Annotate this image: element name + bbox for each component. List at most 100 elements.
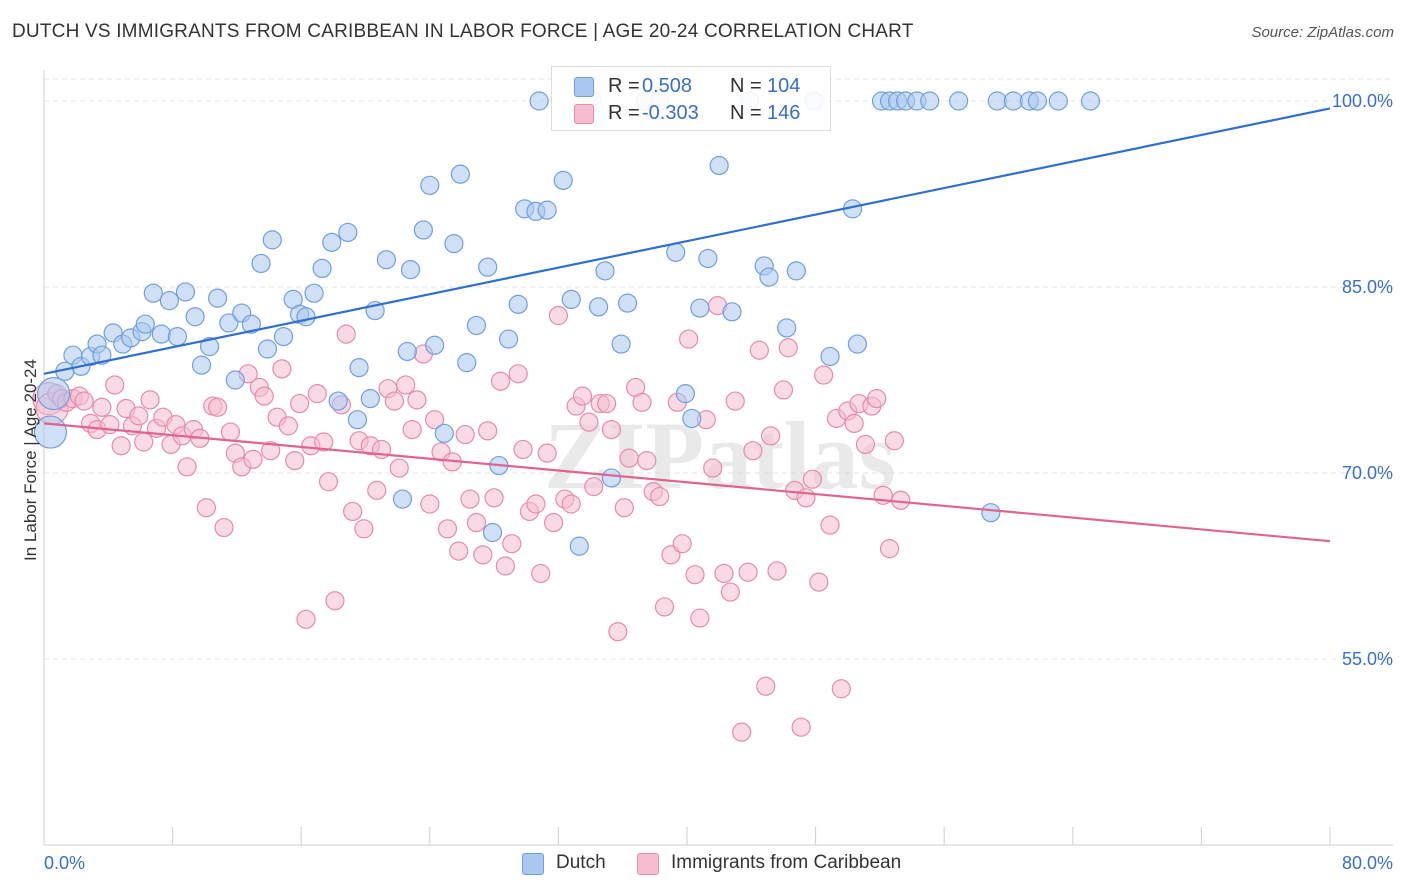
x-tick-label-min: 0.0% xyxy=(44,853,85,873)
data-point xyxy=(666,242,686,262)
data-point xyxy=(434,423,454,443)
data-point xyxy=(743,441,763,461)
data-point xyxy=(273,327,294,347)
caribbean-swatch xyxy=(574,104,594,124)
data-point xyxy=(572,386,593,406)
caribbean-legend-label: Immigrants from Caribbean xyxy=(671,852,902,873)
data-point xyxy=(867,389,887,409)
y-tick-label: 100.0% xyxy=(1332,91,1393,111)
data-point xyxy=(478,421,498,441)
data-point xyxy=(129,406,149,426)
data-point xyxy=(1080,91,1101,111)
data-point xyxy=(619,448,639,468)
data-point xyxy=(617,293,638,313)
data-point xyxy=(601,468,622,488)
data-point xyxy=(111,436,131,456)
data-point xyxy=(767,561,787,581)
data-point xyxy=(548,305,569,326)
data-point xyxy=(855,434,876,455)
data-point xyxy=(159,291,179,311)
data-point xyxy=(261,441,281,461)
data-point xyxy=(595,261,615,281)
data-point xyxy=(820,346,840,367)
data-point xyxy=(1027,91,1048,111)
data-point xyxy=(981,503,1001,523)
data-point xyxy=(650,486,670,507)
data-point xyxy=(191,355,212,375)
data-point xyxy=(675,384,695,404)
data-point xyxy=(879,539,900,559)
data-point xyxy=(732,722,752,742)
data-point xyxy=(328,391,348,411)
data-point xyxy=(690,298,710,318)
data-point xyxy=(278,416,298,436)
data-point xyxy=(760,426,781,446)
y-tick-label: 85.0% xyxy=(1342,277,1393,297)
data-point xyxy=(579,412,599,432)
data-point xyxy=(597,393,617,414)
data-point xyxy=(262,230,282,250)
data-point xyxy=(449,541,469,561)
data-point xyxy=(135,314,155,334)
data-point xyxy=(444,234,464,254)
data-point xyxy=(151,324,171,344)
data-point xyxy=(679,329,699,349)
data-point xyxy=(482,522,503,543)
data-point xyxy=(413,220,433,240)
data-point xyxy=(1048,91,1068,111)
y-axis-label: In Labor Force | Age 20-24 xyxy=(21,359,40,561)
caribbean-trend-line xyxy=(43,422,1331,543)
data-point xyxy=(376,250,396,270)
data-point xyxy=(698,248,718,269)
data-point xyxy=(140,390,160,410)
data-point xyxy=(420,494,440,514)
data-point xyxy=(92,397,112,417)
data-point xyxy=(561,494,581,514)
data-point xyxy=(802,469,822,489)
data-point xyxy=(569,536,589,556)
data-point xyxy=(304,283,324,303)
data-point xyxy=(791,717,811,737)
data-point xyxy=(601,420,622,440)
data-point xyxy=(407,390,427,410)
data-point xyxy=(466,315,487,336)
data-point xyxy=(987,91,1007,111)
data-point xyxy=(74,391,94,411)
data-point xyxy=(185,307,205,327)
data-point xyxy=(354,519,374,539)
data-point xyxy=(105,375,125,395)
data-point xyxy=(814,365,834,385)
data-point xyxy=(175,282,196,302)
data-point xyxy=(884,431,904,451)
data-point xyxy=(502,534,522,554)
data-point xyxy=(714,563,734,584)
data-point xyxy=(531,563,551,584)
data-point xyxy=(396,375,416,395)
data-point xyxy=(384,391,405,411)
data-point xyxy=(611,334,631,354)
data-point xyxy=(759,267,779,287)
legend-r-label: R = xyxy=(608,102,640,124)
data-point xyxy=(400,260,421,280)
data-point xyxy=(37,377,71,411)
data-point xyxy=(561,289,581,309)
data-point xyxy=(296,307,316,327)
data-point xyxy=(307,384,327,404)
data-point xyxy=(325,591,345,611)
data-point xyxy=(336,324,356,344)
data-point xyxy=(314,432,334,452)
data-point xyxy=(685,565,705,585)
dutch-trend-line xyxy=(43,107,1331,375)
y-tick-label: 55.0% xyxy=(1342,649,1393,669)
data-point xyxy=(143,283,163,303)
data-point xyxy=(437,519,458,539)
data-point xyxy=(508,294,528,314)
data-point xyxy=(672,534,692,554)
data-point xyxy=(214,517,234,538)
data-point xyxy=(529,91,549,111)
data-point xyxy=(389,458,409,478)
data-point xyxy=(220,422,241,442)
data-point xyxy=(257,339,278,359)
x-tick-label-max: 80.0% xyxy=(1342,853,1393,873)
